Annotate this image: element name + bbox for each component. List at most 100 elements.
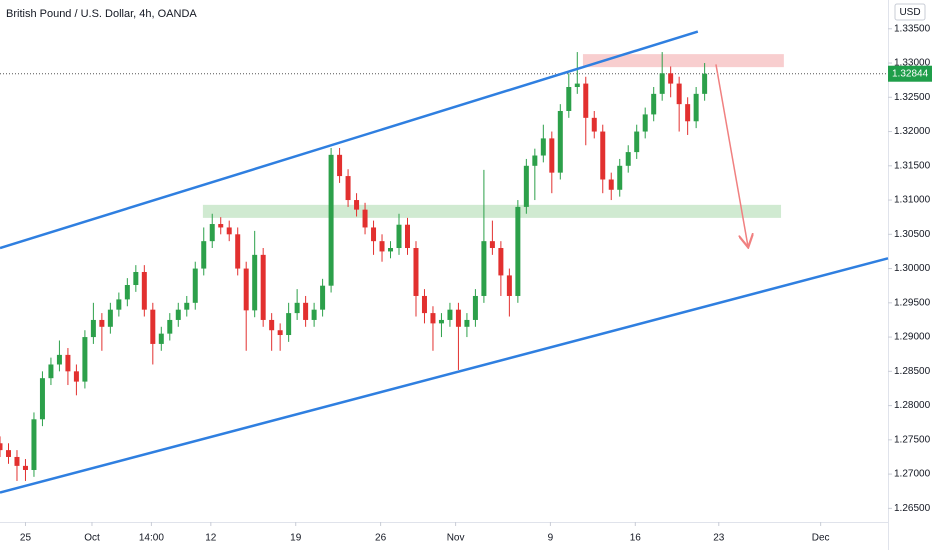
y-tick-label: 1.31000 — [894, 195, 931, 206]
candle-body — [320, 285, 326, 310]
candle-body — [481, 241, 487, 296]
y-tick-label: 1.30000 — [894, 263, 931, 274]
candle-body — [260, 254, 266, 320]
trendline — [0, 257, 889, 494]
x-tick-label: 26 — [375, 533, 387, 544]
x-tick-label: 23 — [713, 533, 725, 544]
candle-body — [22, 465, 28, 470]
candle-body — [345, 176, 351, 201]
candle-body — [0, 443, 3, 451]
candle-body — [379, 241, 385, 252]
candle-body — [506, 275, 512, 296]
y-tick-label: 1.33000 — [894, 58, 931, 69]
candle-body — [464, 319, 470, 327]
candle-body — [642, 114, 648, 132]
candle-body — [404, 224, 410, 249]
zone — [202, 204, 782, 218]
candle-body — [455, 309, 461, 327]
candle-body — [269, 319, 275, 331]
currency-box — [894, 3, 926, 21]
candle-body — [158, 333, 164, 344]
candle-body — [303, 302, 309, 320]
candle-body — [31, 419, 37, 470]
x-tick-label: Oct — [84, 533, 100, 544]
candle-body — [693, 93, 699, 122]
candle-body — [286, 313, 292, 336]
candle-body — [184, 302, 190, 310]
y-tick-label: 1.29000 — [894, 332, 931, 343]
y-tick-label: 1.27000 — [894, 469, 931, 480]
candle-body — [676, 83, 682, 105]
candle-body — [447, 309, 453, 320]
candle-body — [371, 227, 377, 242]
candle-body — [90, 319, 96, 338]
candle-body — [608, 179, 614, 190]
candle-body — [557, 110, 563, 173]
candle-body — [218, 224, 224, 228]
y-tick-label: 1.29500 — [894, 297, 931, 308]
candle-body — [421, 295, 427, 314]
chart-title: British Pound / U.S. Dollar, 4h, OANDA — [6, 8, 197, 20]
y-tick-label: 1.28500 — [894, 366, 931, 377]
candle-body — [5, 450, 11, 457]
candle-body — [438, 319, 444, 324]
x-tick-label: 19 — [290, 533, 302, 544]
last-price-label: 1.32844 — [892, 68, 929, 79]
candle-body — [413, 248, 419, 296]
candle-body — [226, 227, 232, 235]
candle-body — [150, 309, 156, 344]
candle-body — [388, 248, 394, 252]
candle-body — [294, 302, 300, 314]
y-tick-label: 1.32000 — [894, 126, 931, 137]
candle-body — [201, 241, 207, 269]
x-tick-label: Dec — [812, 533, 830, 544]
candle-body — [532, 155, 538, 166]
y-tick-label: 1.27500 — [894, 434, 931, 445]
currency-label: USD — [899, 7, 920, 18]
x-tick-label: 14:00 — [139, 533, 164, 544]
candle-body — [209, 224, 215, 242]
candle-body — [56, 354, 62, 365]
candle-body — [39, 378, 45, 420]
candle-body — [277, 330, 283, 336]
candle-body — [625, 152, 631, 166]
candle-body — [634, 131, 640, 153]
candle-body — [472, 295, 478, 320]
candle-body — [133, 271, 139, 286]
candle-body — [337, 154, 343, 177]
candle-body — [591, 117, 597, 132]
x-tick-label: 12 — [205, 533, 217, 544]
zone — [582, 54, 784, 68]
candle-body — [107, 309, 113, 327]
candle-body — [617, 165, 623, 190]
candle-body — [99, 319, 105, 327]
candle-body — [549, 138, 555, 173]
candle-body — [362, 209, 368, 228]
candle-body — [14, 456, 20, 466]
candle-body — [430, 313, 436, 324]
y-tick-label: 1.26500 — [894, 503, 931, 514]
candle-body — [574, 83, 580, 88]
candle-body — [141, 271, 147, 310]
candle-body — [243, 268, 249, 311]
x-tick-label: 25 — [20, 533, 32, 544]
y-tick-label: 1.28000 — [894, 400, 931, 411]
x-tick-label: 9 — [548, 533, 554, 544]
candle-body — [489, 241, 495, 249]
candle-body — [252, 254, 258, 311]
candle-body — [175, 309, 181, 320]
candle-body — [82, 337, 88, 382]
candle-body — [48, 364, 54, 379]
candle-body — [73, 371, 79, 382]
candle-body — [515, 206, 521, 296]
candle-body — [354, 200, 360, 210]
candle-body — [498, 248, 504, 276]
candle-body — [566, 87, 572, 111]
candle-body — [668, 73, 674, 84]
candle-body — [600, 131, 606, 180]
candle-body — [659, 73, 665, 94]
candle-body — [540, 138, 546, 156]
candle-body — [396, 224, 402, 249]
candle-body — [651, 93, 657, 115]
